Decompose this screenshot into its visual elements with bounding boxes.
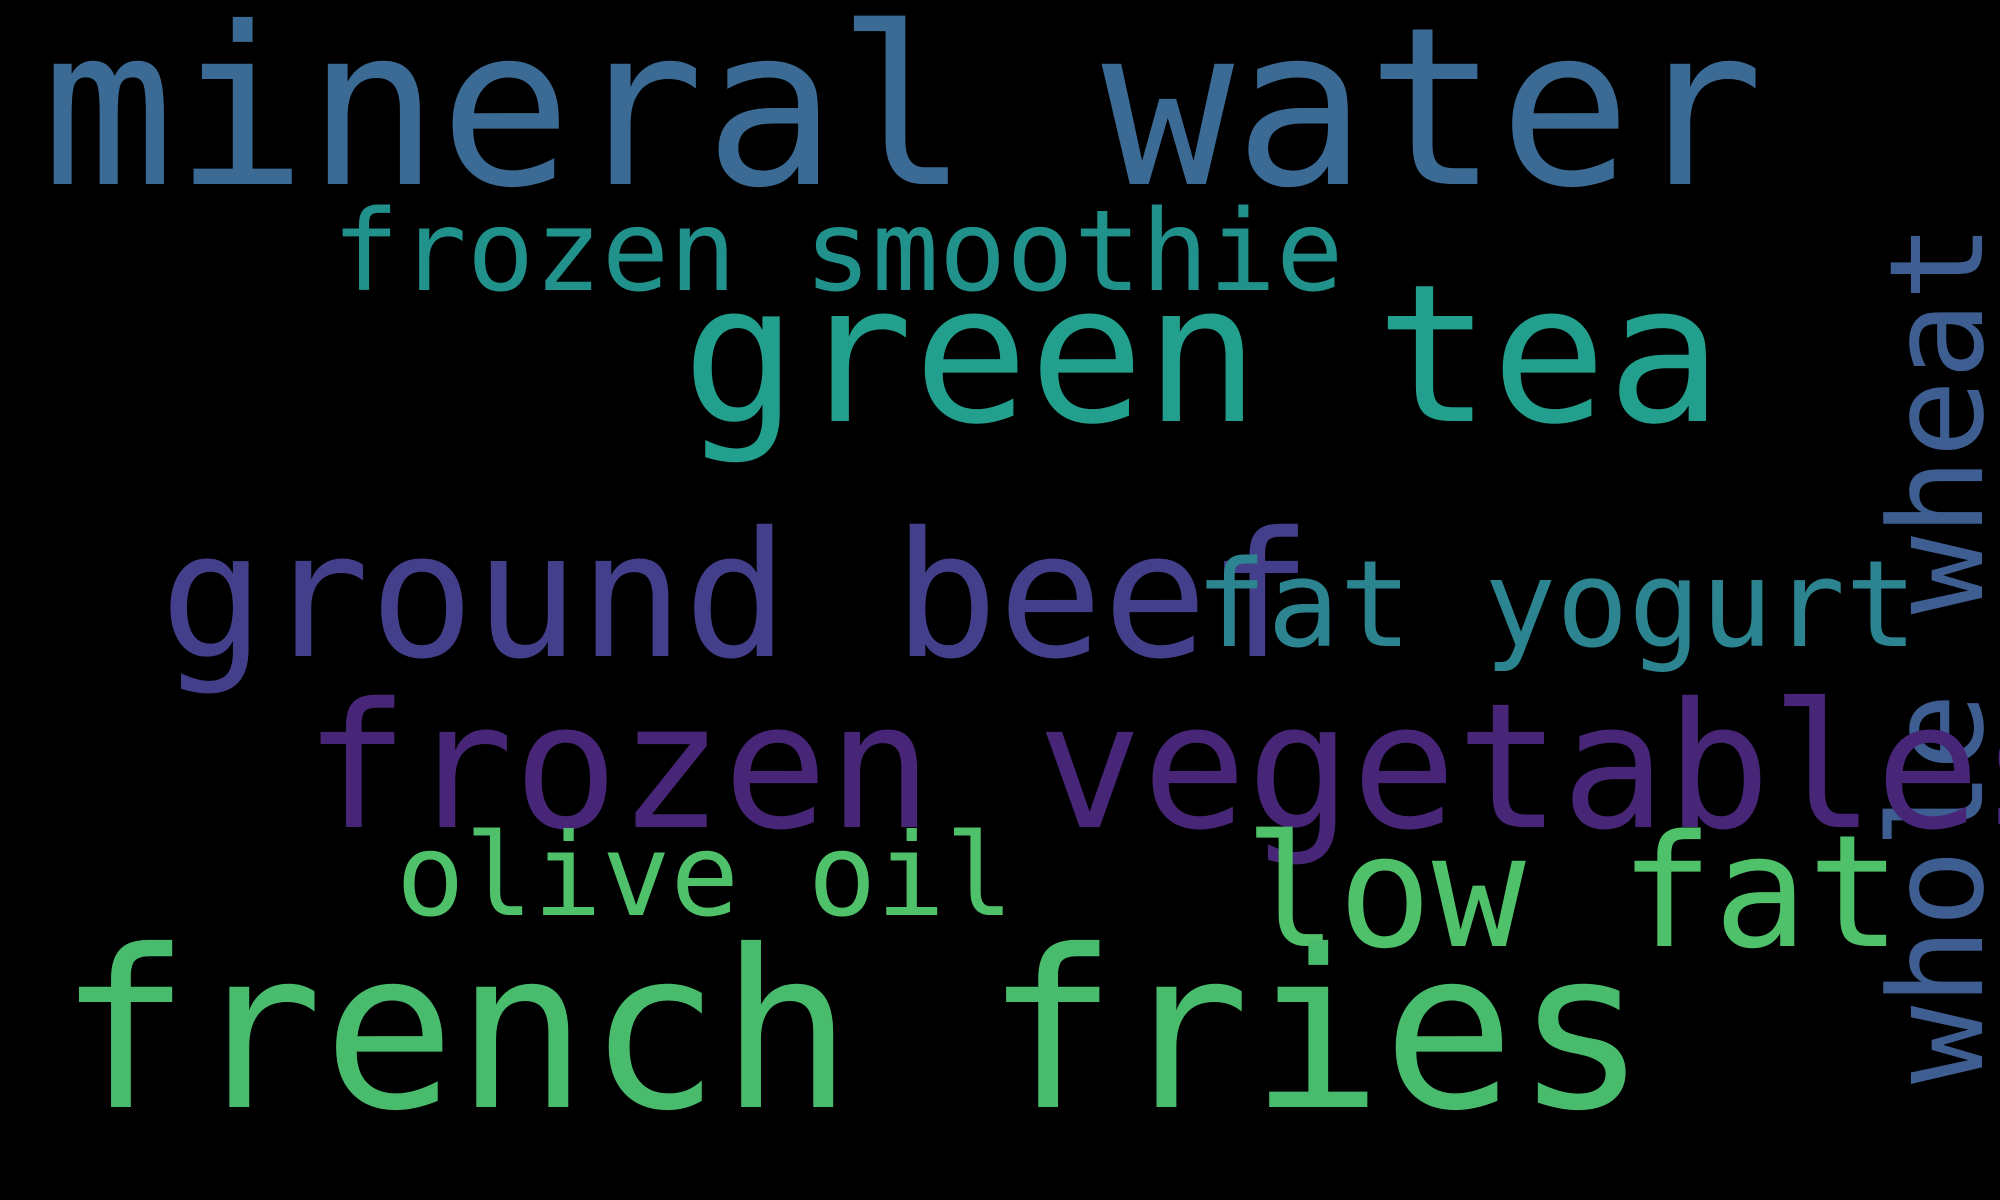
word-frozen-smoothie: frozen smoothie [332,187,1344,317]
word-mineral-water: mineral water [42,0,1764,236]
word-low-fat: low fat [1244,801,1902,983]
word-olive-oil: olive oil [396,809,1014,942]
word-french-fries: french fries [58,903,1648,1159]
word-fat-yogurt: fat yogurt [1195,536,1918,675]
word-ground-beef: ground beef [160,495,1313,698]
word-frozen-vegetables: frozen vegetables [304,666,2000,869]
word-green-tea: green tea [682,244,1723,467]
